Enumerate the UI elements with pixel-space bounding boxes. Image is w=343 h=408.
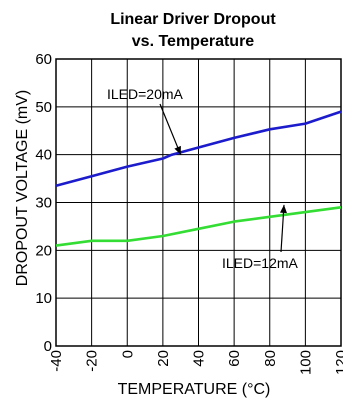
series-line-1 [55, 110, 342, 188]
y-tick-label: 50 [35, 99, 52, 116]
x-tick-label: 20 [155, 350, 172, 367]
plot-frame [55, 58, 342, 347]
annotation-arrowhead-2 [279, 204, 287, 214]
annotation-arrowhead-1 [174, 145, 181, 155]
annotations: ILED=20mA ILED=12mA [107, 86, 299, 271]
x-tick-label: 40 [191, 350, 208, 367]
y-axis-label: DROPOUT VOLTAGE (mV) [14, 90, 31, 286]
x-tick-label: 120 [333, 350, 343, 375]
x-tick-label: 80 [262, 350, 279, 367]
y-tick-label: 40 [35, 147, 52, 164]
x-axis-label: TEMPERATURE (°C) [118, 381, 271, 398]
tick-labels: 0 10 20 30 40 50 60 -40 -20 0 20 40 60 80 100 120 [35, 51, 343, 375]
y-tick-label: 0 [44, 338, 52, 355]
x-tick-label: -20 [84, 350, 101, 372]
x-tick-label: -40 [48, 350, 65, 372]
grid [55, 58, 342, 347]
series-line-2 [55, 206, 342, 247]
plot-area [55, 110, 342, 247]
x-tick-label: 60 [226, 350, 243, 367]
y-tick-label: 20 [35, 242, 52, 259]
annotation-arrow-1 [159, 103, 182, 155]
y-tick-label: 10 [35, 290, 52, 307]
annotation-label-1: ILED=20mA [107, 86, 184, 102]
x-tick-label: 100 [297, 350, 314, 375]
y-tick-label: 30 [35, 195, 52, 212]
chart-title-line1: Linear Driver Dropout [110, 11, 276, 28]
chart-title-line2: vs. Temperature [132, 33, 255, 50]
y-tick-label: 60 [35, 51, 52, 68]
x-tick-label: 0 [119, 350, 136, 358]
annotation-label-2: ILED=12mA [222, 255, 299, 271]
